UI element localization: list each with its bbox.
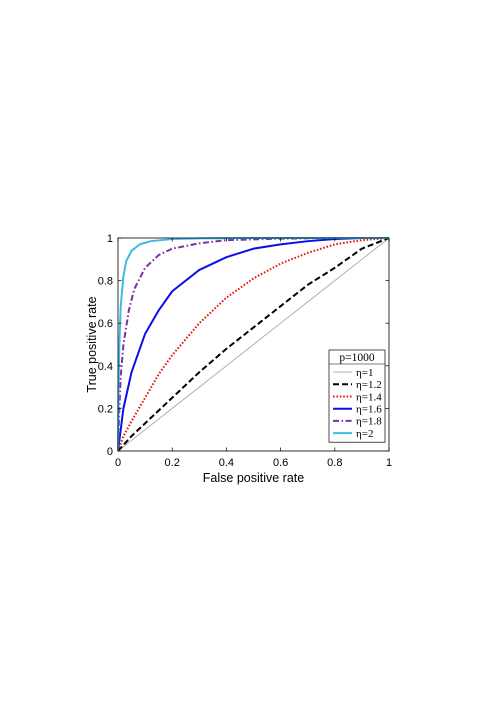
- x-tick-label: 0.8: [327, 457, 342, 469]
- series-line-3: [117, 237, 389, 452]
- legend-label-4: η=1.8: [356, 416, 382, 428]
- legend-title: p=1000: [339, 352, 374, 364]
- y-tick-label: 0: [107, 446, 113, 458]
- x-tick-label: 0.6: [273, 457, 288, 469]
- curves-layer: [117, 237, 390, 452]
- x-tick-label: 1: [386, 457, 392, 469]
- y-axis-label: True positive rate: [85, 296, 99, 392]
- y-tick-label: 0.4: [98, 361, 113, 373]
- legend-label-5: η=2: [356, 428, 373, 440]
- y-tick-label: 0.6: [98, 318, 113, 330]
- y-tick-label: 0.2: [98, 403, 113, 415]
- plot-frame: [117, 237, 390, 452]
- series-line-5: [117, 237, 389, 452]
- y-tick-label: 1: [107, 233, 113, 245]
- legend-box: [328, 349, 386, 443]
- legend-label-3: η=1.6: [356, 404, 382, 416]
- legend-label-2: η=1.4: [356, 391, 382, 403]
- x-tick-label: 0.4: [219, 457, 234, 469]
- series-line-2: [117, 237, 390, 452]
- legend-label-1: η=1.2: [356, 379, 382, 391]
- legend: p=1000 η=1η=1.2η=1.4η=1.6η=1.8η=2: [328, 349, 386, 443]
- legend-label-0: η=1: [356, 367, 373, 379]
- legend-items: η=1η=1.2η=1.4η=1.6η=1.8η=2: [333, 367, 382, 440]
- y-tick-label: 0.8: [98, 276, 113, 288]
- ticks-layer: 0 0.2 0.4 0.6 0.8 1 0 0.2 0.4 0.6 0.8 1: [98, 233, 392, 469]
- x-tick-label: 0: [115, 457, 121, 469]
- x-tick-label: 0.2: [165, 457, 180, 469]
- series-line-1: [117, 237, 390, 452]
- x-axis-label: False positive rate: [203, 471, 304, 485]
- series-line-0: [117, 237, 390, 452]
